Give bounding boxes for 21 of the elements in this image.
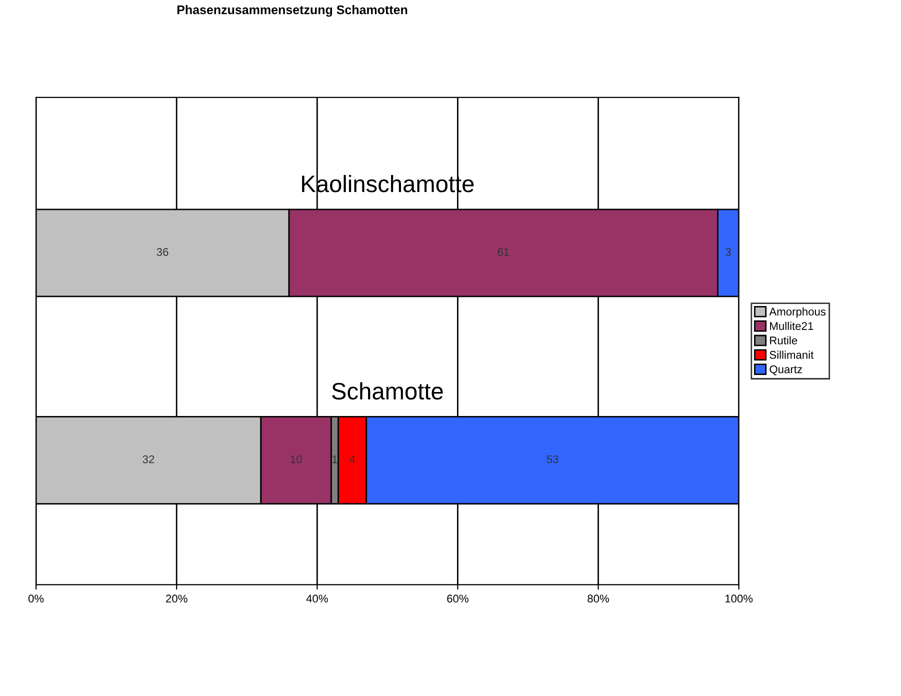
legend-label: Amorphous: [769, 307, 826, 318]
legend-label: Rutile: [770, 336, 798, 344]
chart-title: Phasenzusammensetzung Schamotten: [177, 5, 408, 17]
x-tick-label: 0%: [28, 594, 44, 603]
data-label: 1: [332, 455, 338, 464]
data-label: 3: [726, 248, 731, 256]
data-label: 32: [142, 455, 154, 464]
data-label: 36: [156, 248, 168, 256]
x-tick-label: 100%: [725, 594, 753, 603]
x-tick-label: 40%: [306, 594, 328, 603]
data-label: 53: [546, 455, 558, 464]
legend-label: Mullite21: [770, 322, 814, 330]
x-tick-label: 80%: [588, 594, 609, 603]
x-tick-label: 60%: [447, 594, 468, 603]
legend-label: Sillimanit: [770, 350, 814, 359]
legend-label: Quartz: [770, 365, 802, 376]
data-label: 4: [349, 455, 356, 464]
y-tick-label: Schamotte: [332, 382, 443, 400]
data-label: 10: [290, 455, 302, 464]
x-tick-label: 20%: [166, 594, 188, 603]
data-label: 61: [498, 248, 510, 256]
